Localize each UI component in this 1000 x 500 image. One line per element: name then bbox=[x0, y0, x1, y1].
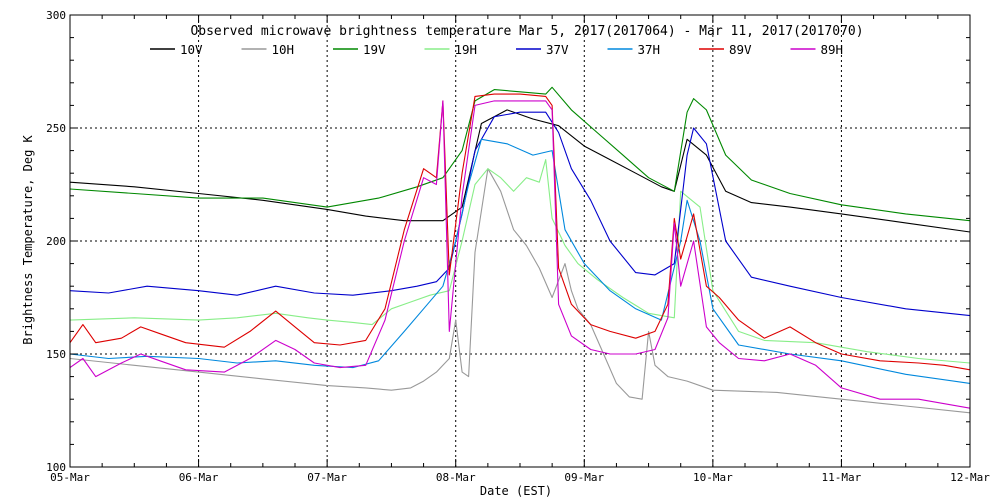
legend-label-10v: 10V bbox=[180, 42, 203, 57]
series-line-37v bbox=[69, 111, 971, 317]
x-tick-label: 12-Mar bbox=[950, 471, 990, 484]
x-tick-label: 08-Mar bbox=[436, 471, 476, 484]
series-line-89h bbox=[69, 100, 971, 409]
series-lines bbox=[69, 86, 971, 414]
y-tick-label: 300 bbox=[46, 9, 66, 22]
y-tick-label: 150 bbox=[46, 348, 66, 361]
series-line-89v bbox=[69, 93, 971, 371]
legend-label-37h: 37H bbox=[638, 42, 661, 57]
axis-tick-labels: 05-Mar 06-Mar 07-Mar 08-Mar 09-Mar 10-Mar 11-M… bbox=[46, 9, 990, 484]
x-axis-title: Date (EST) bbox=[480, 484, 552, 498]
axis-ticks bbox=[69, 14, 971, 468]
legend-label-37v: 37V bbox=[546, 42, 569, 57]
legend-label-19h: 19H bbox=[455, 42, 478, 57]
y-tick-label: 100 bbox=[46, 461, 66, 474]
series-line-10v bbox=[69, 109, 971, 233]
x-tick-label: 11-Mar bbox=[822, 471, 862, 484]
x-tick-label: 06-Mar bbox=[179, 471, 219, 484]
x-tick-label: 10-Mar bbox=[693, 471, 733, 484]
x-tick-label: 09-Mar bbox=[564, 471, 604, 484]
series-line-10h bbox=[69, 168, 971, 414]
chart-title: Observed microwave brightness temperatur… bbox=[190, 24, 863, 39]
legend: 10V 10H 19V 19H 37V 37H 89V 89H bbox=[150, 42, 843, 57]
legend-label-10h: 10H bbox=[272, 42, 295, 57]
grid-lines bbox=[70, 15, 970, 467]
legend-label-89v: 89V bbox=[729, 42, 752, 57]
series-line-37h bbox=[69, 138, 971, 384]
legend-label-89h: 89H bbox=[821, 42, 844, 57]
x-tick-label: 07-Mar bbox=[307, 471, 347, 484]
series-line-19h bbox=[69, 159, 971, 364]
y-tick-label: 200 bbox=[46, 235, 66, 248]
y-tick-label: 250 bbox=[46, 122, 66, 135]
x-tick-label: 05-Mar bbox=[50, 471, 90, 484]
series-line-19v bbox=[69, 86, 971, 222]
legend-label-19v: 19V bbox=[363, 42, 386, 57]
y-axis-title: Brightness Temperature, Deg K bbox=[21, 134, 35, 344]
